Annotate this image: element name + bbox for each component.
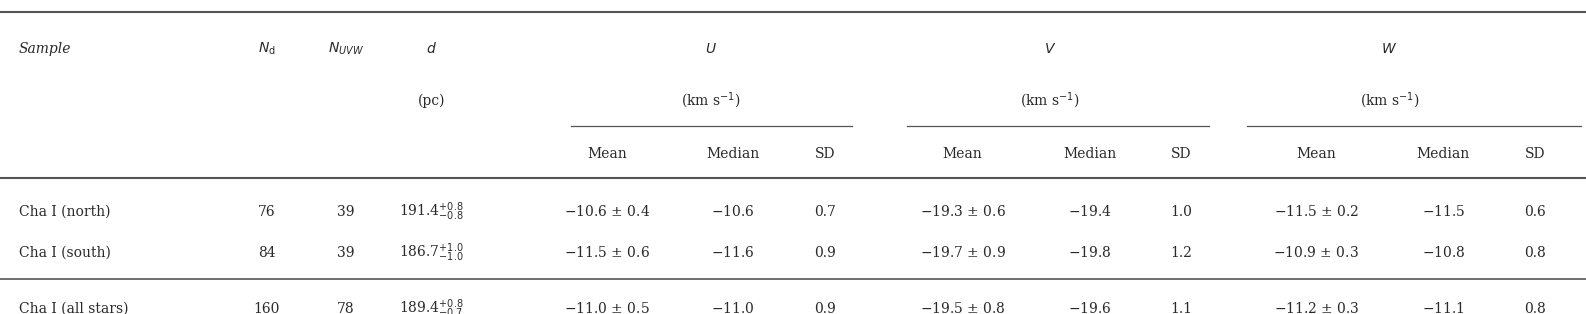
Text: 0.7: 0.7 [814,205,836,219]
Text: $-$11.5: $-$11.5 [1421,204,1465,219]
Text: 189.4$^{+0.8}_{-0.7}$: 189.4$^{+0.8}_{-0.7}$ [400,297,463,314]
Text: Cha I (north): Cha I (north) [19,205,111,219]
Text: 84: 84 [257,246,276,260]
Text: SD: SD [815,147,834,161]
Text: $-$11.6: $-$11.6 [711,245,755,260]
Text: Mean: Mean [1296,147,1337,161]
Text: 39: 39 [336,246,355,260]
Text: Mean: Mean [587,147,628,161]
Text: 1.1: 1.1 [1170,302,1193,314]
Text: $d$: $d$ [427,41,436,56]
Text: 1.2: 1.2 [1170,246,1193,260]
Text: $-$10.6 ± 0.4: $-$10.6 ± 0.4 [565,204,650,219]
Text: 0.6: 0.6 [1524,205,1546,219]
Text: 186.7$^{+1.0}_{-1.0}$: 186.7$^{+1.0}_{-1.0}$ [400,241,463,264]
Text: Cha I (south): Cha I (south) [19,246,111,260]
Text: $W$: $W$ [1381,42,1397,56]
Text: Cha I (all stars): Cha I (all stars) [19,302,128,314]
Text: $V$: $V$ [1044,42,1056,56]
Text: Mean: Mean [942,147,983,161]
Text: $-$19.4: $-$19.4 [1067,204,1112,219]
Text: $-$19.7 ± 0.9: $-$19.7 ± 0.9 [920,245,1006,260]
Text: $-$11.2 ± 0.3: $-$11.2 ± 0.3 [1274,301,1359,314]
Text: $N_{UVW}$: $N_{UVW}$ [328,41,363,57]
Text: (pc): (pc) [417,93,446,108]
Text: $-$11.5 ± 0.6: $-$11.5 ± 0.6 [565,245,650,260]
Text: $-$11.0: $-$11.0 [711,301,755,314]
Text: Sample: Sample [19,42,71,56]
Text: 0.8: 0.8 [1524,246,1546,260]
Text: Median: Median [1416,147,1470,161]
Text: 76: 76 [257,205,276,219]
Text: $-$10.9 ± 0.3: $-$10.9 ± 0.3 [1274,245,1359,260]
Text: 0.8: 0.8 [1524,302,1546,314]
Text: (km s$^{-1}$): (km s$^{-1}$) [1020,90,1080,111]
Text: $-$19.5 ± 0.8: $-$19.5 ± 0.8 [920,301,1006,314]
Text: 160: 160 [254,302,279,314]
Text: $-$19.3 ± 0.6: $-$19.3 ± 0.6 [920,204,1006,219]
Text: $-$11.1: $-$11.1 [1423,301,1464,314]
Text: 0.9: 0.9 [814,302,836,314]
Text: 78: 78 [336,302,355,314]
Text: 1.0: 1.0 [1170,205,1193,219]
Text: Median: Median [1063,147,1117,161]
Text: $-$19.8: $-$19.8 [1067,245,1112,260]
Text: (km s$^{-1}$): (km s$^{-1}$) [680,90,741,111]
Text: $-$19.6: $-$19.6 [1067,301,1112,314]
Text: $-$11.5 ± 0.2: $-$11.5 ± 0.2 [1274,204,1359,219]
Text: SD: SD [1172,147,1191,161]
Text: Median: Median [706,147,760,161]
Text: 0.9: 0.9 [814,246,836,260]
Text: 191.4$^{+0.8}_{-0.8}$: 191.4$^{+0.8}_{-0.8}$ [400,201,463,223]
Text: SD: SD [1526,147,1545,161]
Text: $N_{\mathrm{d}}$: $N_{\mathrm{d}}$ [257,41,276,57]
Text: $-$10.6: $-$10.6 [711,204,755,219]
Text: $-$10.8: $-$10.8 [1421,245,1465,260]
Text: 39: 39 [336,205,355,219]
Text: $U$: $U$ [704,42,717,56]
Text: (km s$^{-1}$): (km s$^{-1}$) [1359,90,1419,111]
Text: $-$11.0 ± 0.5: $-$11.0 ± 0.5 [565,301,650,314]
